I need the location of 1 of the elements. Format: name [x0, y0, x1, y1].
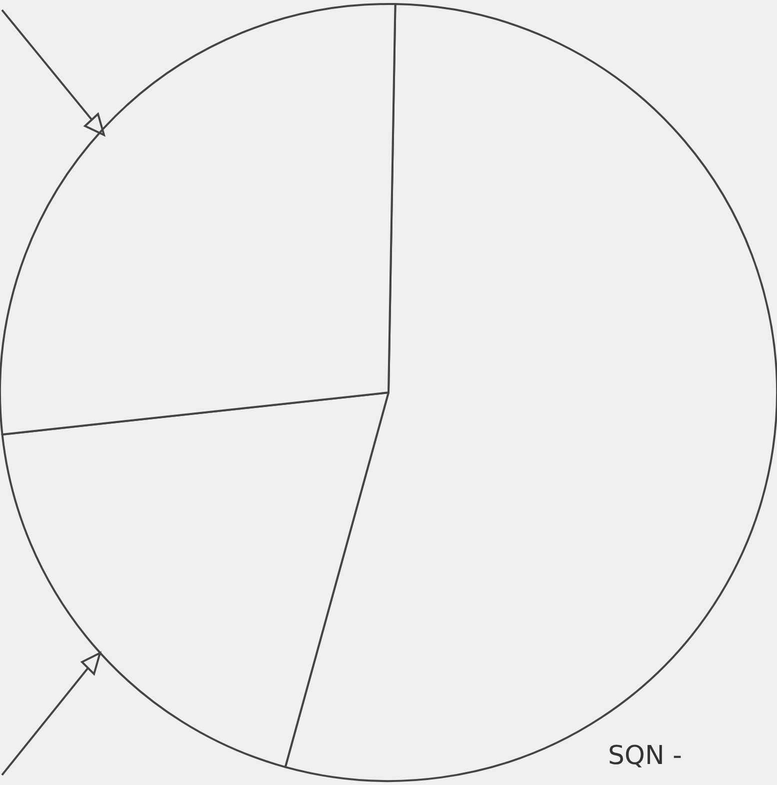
- text: SQN -: [608, 741, 682, 771]
